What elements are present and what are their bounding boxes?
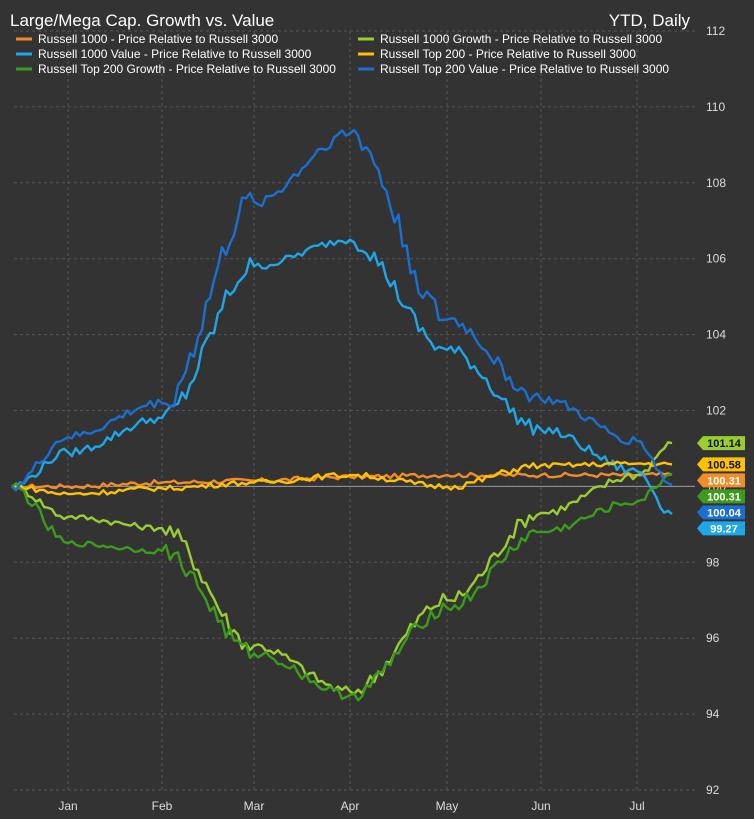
y-tick-label-8: 108 bbox=[706, 176, 726, 190]
x-axis: Jan Feb Mar Apr May Jun Jul bbox=[58, 799, 644, 813]
value-tag-label-2: 99.27 bbox=[710, 523, 738, 535]
y-tick-label-9: 110 bbox=[706, 100, 725, 114]
y-tick-label-0: 92 bbox=[706, 783, 720, 797]
grid bbox=[14, 30, 695, 791]
x-tick-label-0: Jan bbox=[58, 799, 77, 813]
y-axis: 92949698100102104106108110112 bbox=[706, 24, 726, 797]
value-tag-label-1: 101.14 bbox=[707, 438, 742, 450]
x-tick-label-1: Feb bbox=[152, 799, 173, 813]
y-tick-label-3: 98 bbox=[706, 555, 720, 569]
value-tag-2: 99.27 bbox=[697, 521, 745, 536]
x-tick-label-4: May bbox=[436, 799, 459, 813]
value-tag-box-3 bbox=[697, 457, 745, 472]
y-tick-label-1: 94 bbox=[706, 707, 720, 721]
legend-label-1: Russell 1000 Growth - Price Relative to … bbox=[380, 32, 662, 46]
legend-label-3: Russell Top 200 - Price Relative to Russ… bbox=[380, 47, 636, 61]
x-tick-label-3: Apr bbox=[341, 799, 360, 813]
series-lines bbox=[11, 128, 673, 702]
y-tick-label-2: 96 bbox=[706, 631, 720, 645]
value-tag-box-5 bbox=[697, 505, 745, 520]
value-tag-label-3: 100.58 bbox=[707, 459, 741, 471]
legend-label-4: Russell Top 200 Growth - Price Relative … bbox=[38, 62, 336, 76]
y-tick-label-5: 102 bbox=[706, 404, 726, 418]
y-tick-label-10: 112 bbox=[706, 24, 725, 38]
chart-subtitle: YTD, Daily bbox=[609, 11, 691, 30]
y-tick-label-7: 106 bbox=[706, 252, 726, 266]
legend: Russell 1000 - Price Relative to Russell… bbox=[16, 32, 669, 76]
value-tag-0: 100.31 bbox=[697, 473, 745, 488]
value-tag-label-5: 100.04 bbox=[707, 507, 742, 519]
value-tags: 101.14 100.58 100.31 100.31 100.04 99.27 bbox=[697, 436, 745, 536]
y-tick-label-6: 104 bbox=[706, 328, 726, 342]
value-tag-5: 100.04 bbox=[697, 505, 745, 520]
value-tag-label-0: 100.31 bbox=[707, 475, 741, 487]
legend-label-0: Russell 1000 - Price Relative to Russell… bbox=[38, 32, 278, 46]
value-tag-1: 101.14 bbox=[697, 436, 745, 451]
series-line-5 bbox=[11, 128, 673, 492]
x-tick-label-6: Jul bbox=[629, 799, 644, 813]
value-tag-4: 100.31 bbox=[697, 489, 745, 504]
series-line-3 bbox=[11, 460, 673, 496]
value-tag-box-4 bbox=[697, 489, 745, 504]
value-tag-3: 100.58 bbox=[697, 457, 745, 472]
series-line-1 bbox=[11, 441, 673, 696]
value-tag-box-0 bbox=[697, 473, 745, 488]
x-tick-label-2: Mar bbox=[244, 799, 265, 813]
legend-label-5: Russell Top 200 Value - Price Relative t… bbox=[380, 62, 669, 76]
chart-title: Large/Mega Cap. Growth vs. Value bbox=[10, 11, 274, 30]
value-tag-box-1 bbox=[697, 436, 745, 451]
legend-label-2: Russell 1000 Value - Price Relative to R… bbox=[38, 47, 312, 61]
series-line-2 bbox=[11, 238, 673, 516]
series-line-4 bbox=[11, 473, 673, 702]
value-tag-box-2 bbox=[697, 521, 745, 536]
x-tick-label-5: Jun bbox=[531, 799, 550, 813]
value-tag-label-4: 100.31 bbox=[707, 491, 741, 503]
